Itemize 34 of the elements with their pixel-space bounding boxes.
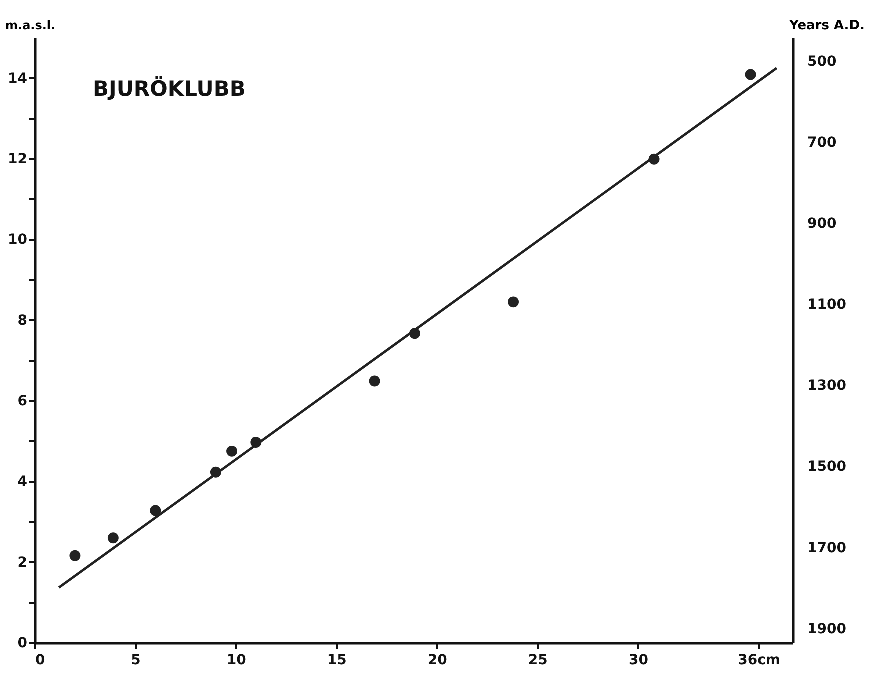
y2-tick-label: 1100 xyxy=(808,297,847,314)
y2-tick-label: 700 xyxy=(808,135,837,152)
point xyxy=(108,532,119,544)
y-tick-label: 6 xyxy=(18,394,28,410)
point xyxy=(226,446,238,457)
point xyxy=(745,69,756,80)
y2-tick-label: 1300 xyxy=(808,378,847,394)
y-tick-label: 8 xyxy=(18,312,28,329)
x-tick-label: 10 xyxy=(226,652,247,668)
y2-tick-label: 1700 xyxy=(808,540,847,556)
x-tick-label: 30 xyxy=(628,652,649,668)
y2-tick-label: 900 xyxy=(808,216,837,232)
text: BJURÖKLUBB xyxy=(93,76,246,101)
point xyxy=(508,296,519,308)
point xyxy=(369,376,380,387)
point xyxy=(150,505,162,516)
y-tick-label: 12 xyxy=(8,152,28,168)
x-tick-label: 20 xyxy=(428,652,448,668)
y2-tick-label: 500 xyxy=(808,54,837,70)
y-tick-label: 10 xyxy=(8,232,28,248)
x-tick-label: 15 xyxy=(327,652,347,668)
y-tick-label: 4 xyxy=(18,474,28,490)
x-tick-label: 5 xyxy=(131,652,141,668)
y2-tick-label: 1900 xyxy=(808,621,847,638)
y2-axis-title: Years A.D. xyxy=(788,18,865,34)
y-axis-title: m.a.s.l. xyxy=(6,18,56,32)
x-tick-label: 0 xyxy=(36,652,46,668)
x-tick-label: 25 xyxy=(528,652,548,668)
point xyxy=(70,550,81,562)
y-tick-label: 2 xyxy=(18,554,28,571)
x-tick-label: 36cm xyxy=(738,652,781,668)
y-tick-label: 0 xyxy=(18,636,28,652)
y-tick-label: 14 xyxy=(8,70,28,87)
y2-tick-label: 1500 xyxy=(808,459,847,476)
